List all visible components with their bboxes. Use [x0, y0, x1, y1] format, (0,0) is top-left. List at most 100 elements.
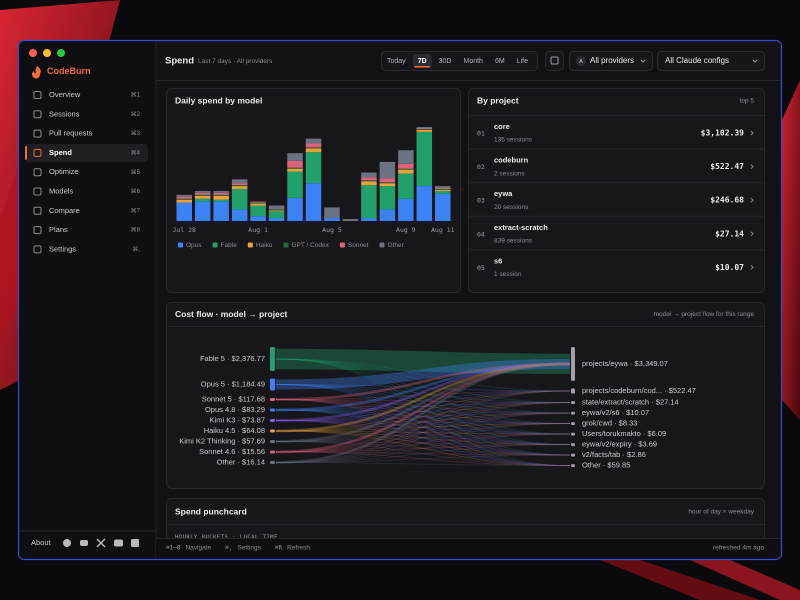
flow: [275, 412, 571, 432]
refresh-status: refreshed 4m ago: [713, 545, 764, 552]
discord-icon[interactable]: [80, 540, 88, 546]
flow-node-label: v2/facts/tab · $2.86: [582, 450, 646, 459]
bar-segment: [361, 181, 377, 186]
project-name[interactable]: eywa: [494, 189, 513, 198]
bar-segment: [398, 168, 414, 170]
range-option[interactable]: 7D: [418, 58, 427, 65]
project-name[interactable]: codeburn: [494, 156, 529, 165]
flow: [275, 358, 571, 425]
legend-swatch: [212, 242, 218, 248]
linkedin-icon[interactable]: [131, 539, 139, 547]
project-name[interactable]: s6: [494, 256, 502, 265]
bar-segment: [176, 196, 192, 199]
bar-segment: [231, 209, 248, 221]
nav-item[interactable]: Plans: [49, 225, 68, 234]
flow: [275, 402, 571, 442]
bar-segment: [176, 202, 192, 221]
nav-active-indicator: [25, 145, 27, 160]
nav-shortcut: ⌘,: [132, 246, 140, 253]
bar-segment: [194, 195, 211, 199]
bar-segment: [194, 201, 211, 221]
flow-node: [270, 418, 275, 422]
nav-active-bg: [25, 143, 148, 162]
bar-segment: [268, 209, 285, 211]
flow: [275, 358, 571, 392]
close-button[interactable]: [29, 49, 37, 57]
bar-segment: [305, 147, 322, 149]
range-option[interactable]: Life: [517, 58, 528, 65]
flow-node-label: Other · $59.85: [582, 461, 630, 470]
range-option[interactable]: 6M: [495, 58, 505, 65]
nav-item[interactable]: Sessions: [49, 109, 80, 118]
bar-segment: [361, 177, 377, 181]
flow: [275, 412, 571, 463]
nav-item[interactable]: Compare: [49, 206, 80, 215]
flow: [275, 451, 571, 456]
bar-segment: [213, 190, 229, 193]
bar-segment: [231, 186, 248, 190]
project-name[interactable]: core: [494, 122, 510, 131]
flow: [275, 423, 571, 453]
panel: [166, 302, 765, 489]
bar-segment: [213, 192, 229, 195]
about-link[interactable]: About: [31, 538, 52, 547]
x-icon[interactable]: [96, 538, 106, 548]
bar-segment: [416, 129, 433, 132]
bar-segment: [213, 195, 229, 200]
brand: CodeBurn: [47, 66, 91, 76]
provider-badge: A: [579, 59, 583, 65]
range-option[interactable]: Today: [387, 58, 406, 65]
flow: [275, 384, 571, 414]
flow: [275, 430, 571, 467]
calendar-button[interactable]: [545, 51, 564, 71]
zoom-button[interactable]: [57, 49, 65, 57]
flow: [275, 441, 571, 446]
flow: [275, 390, 571, 432]
flow-node-label: Sonnet 5 · $117.68: [202, 394, 265, 403]
flow: [275, 433, 571, 442]
bar-segment: [287, 153, 303, 161]
nav-item[interactable]: Pull requests: [49, 129, 93, 138]
legend-label: GPT / Codex: [291, 242, 329, 249]
page-title: Spend: [165, 56, 194, 67]
nav-item[interactable]: Models: [49, 186, 73, 195]
nav-item[interactable]: Optimize: [49, 167, 79, 176]
bar-segment: [416, 131, 433, 187]
nav-icon: [33, 187, 42, 196]
config-select[interactable]: [657, 51, 765, 71]
range-option[interactable]: Month: [463, 58, 483, 65]
nav-item[interactable]: Overview: [49, 90, 81, 99]
legend-label: Opus: [186, 242, 202, 249]
flow-node: [571, 443, 575, 447]
chevron: [750, 231, 754, 237]
project-amount: $522.47: [710, 162, 744, 171]
flow: [275, 409, 571, 414]
bar-segment: [287, 197, 303, 221]
bar-segment: [435, 186, 451, 189]
chevron: [752, 59, 758, 63]
shortcut-key: ⌘1–8: [166, 545, 181, 552]
flow-node-label: Other · $16.14: [217, 457, 265, 466]
flow-node: [571, 401, 575, 405]
range-option[interactable]: 30D: [439, 58, 452, 65]
provider-select[interactable]: [569, 51, 653, 71]
project-name[interactable]: extract-scratch: [494, 223, 548, 232]
bar-segment: [250, 205, 266, 217]
youtube-icon[interactable]: [114, 539, 123, 547]
flow: [275, 362, 571, 464]
nav-item[interactable]: Spend: [49, 148, 72, 157]
github-icon[interactable]: [63, 539, 71, 547]
minimize-button[interactable]: [43, 49, 51, 57]
wallpaper-streak: [690, 560, 800, 600]
flow: [275, 402, 571, 463]
flow: [275, 433, 571, 463]
flow-node-label: Kimi K3 · $73.87: [210, 415, 265, 424]
nav-icon: [33, 91, 42, 99]
window-frame: [17, 39, 783, 561]
flow: [275, 420, 571, 425]
bar-segment: [250, 216, 266, 221]
nav-shortcut: ⌘1: [131, 92, 141, 99]
bar-segment: [324, 218, 340, 221]
flow: [275, 409, 571, 456]
nav-item[interactable]: Settings: [49, 244, 76, 253]
